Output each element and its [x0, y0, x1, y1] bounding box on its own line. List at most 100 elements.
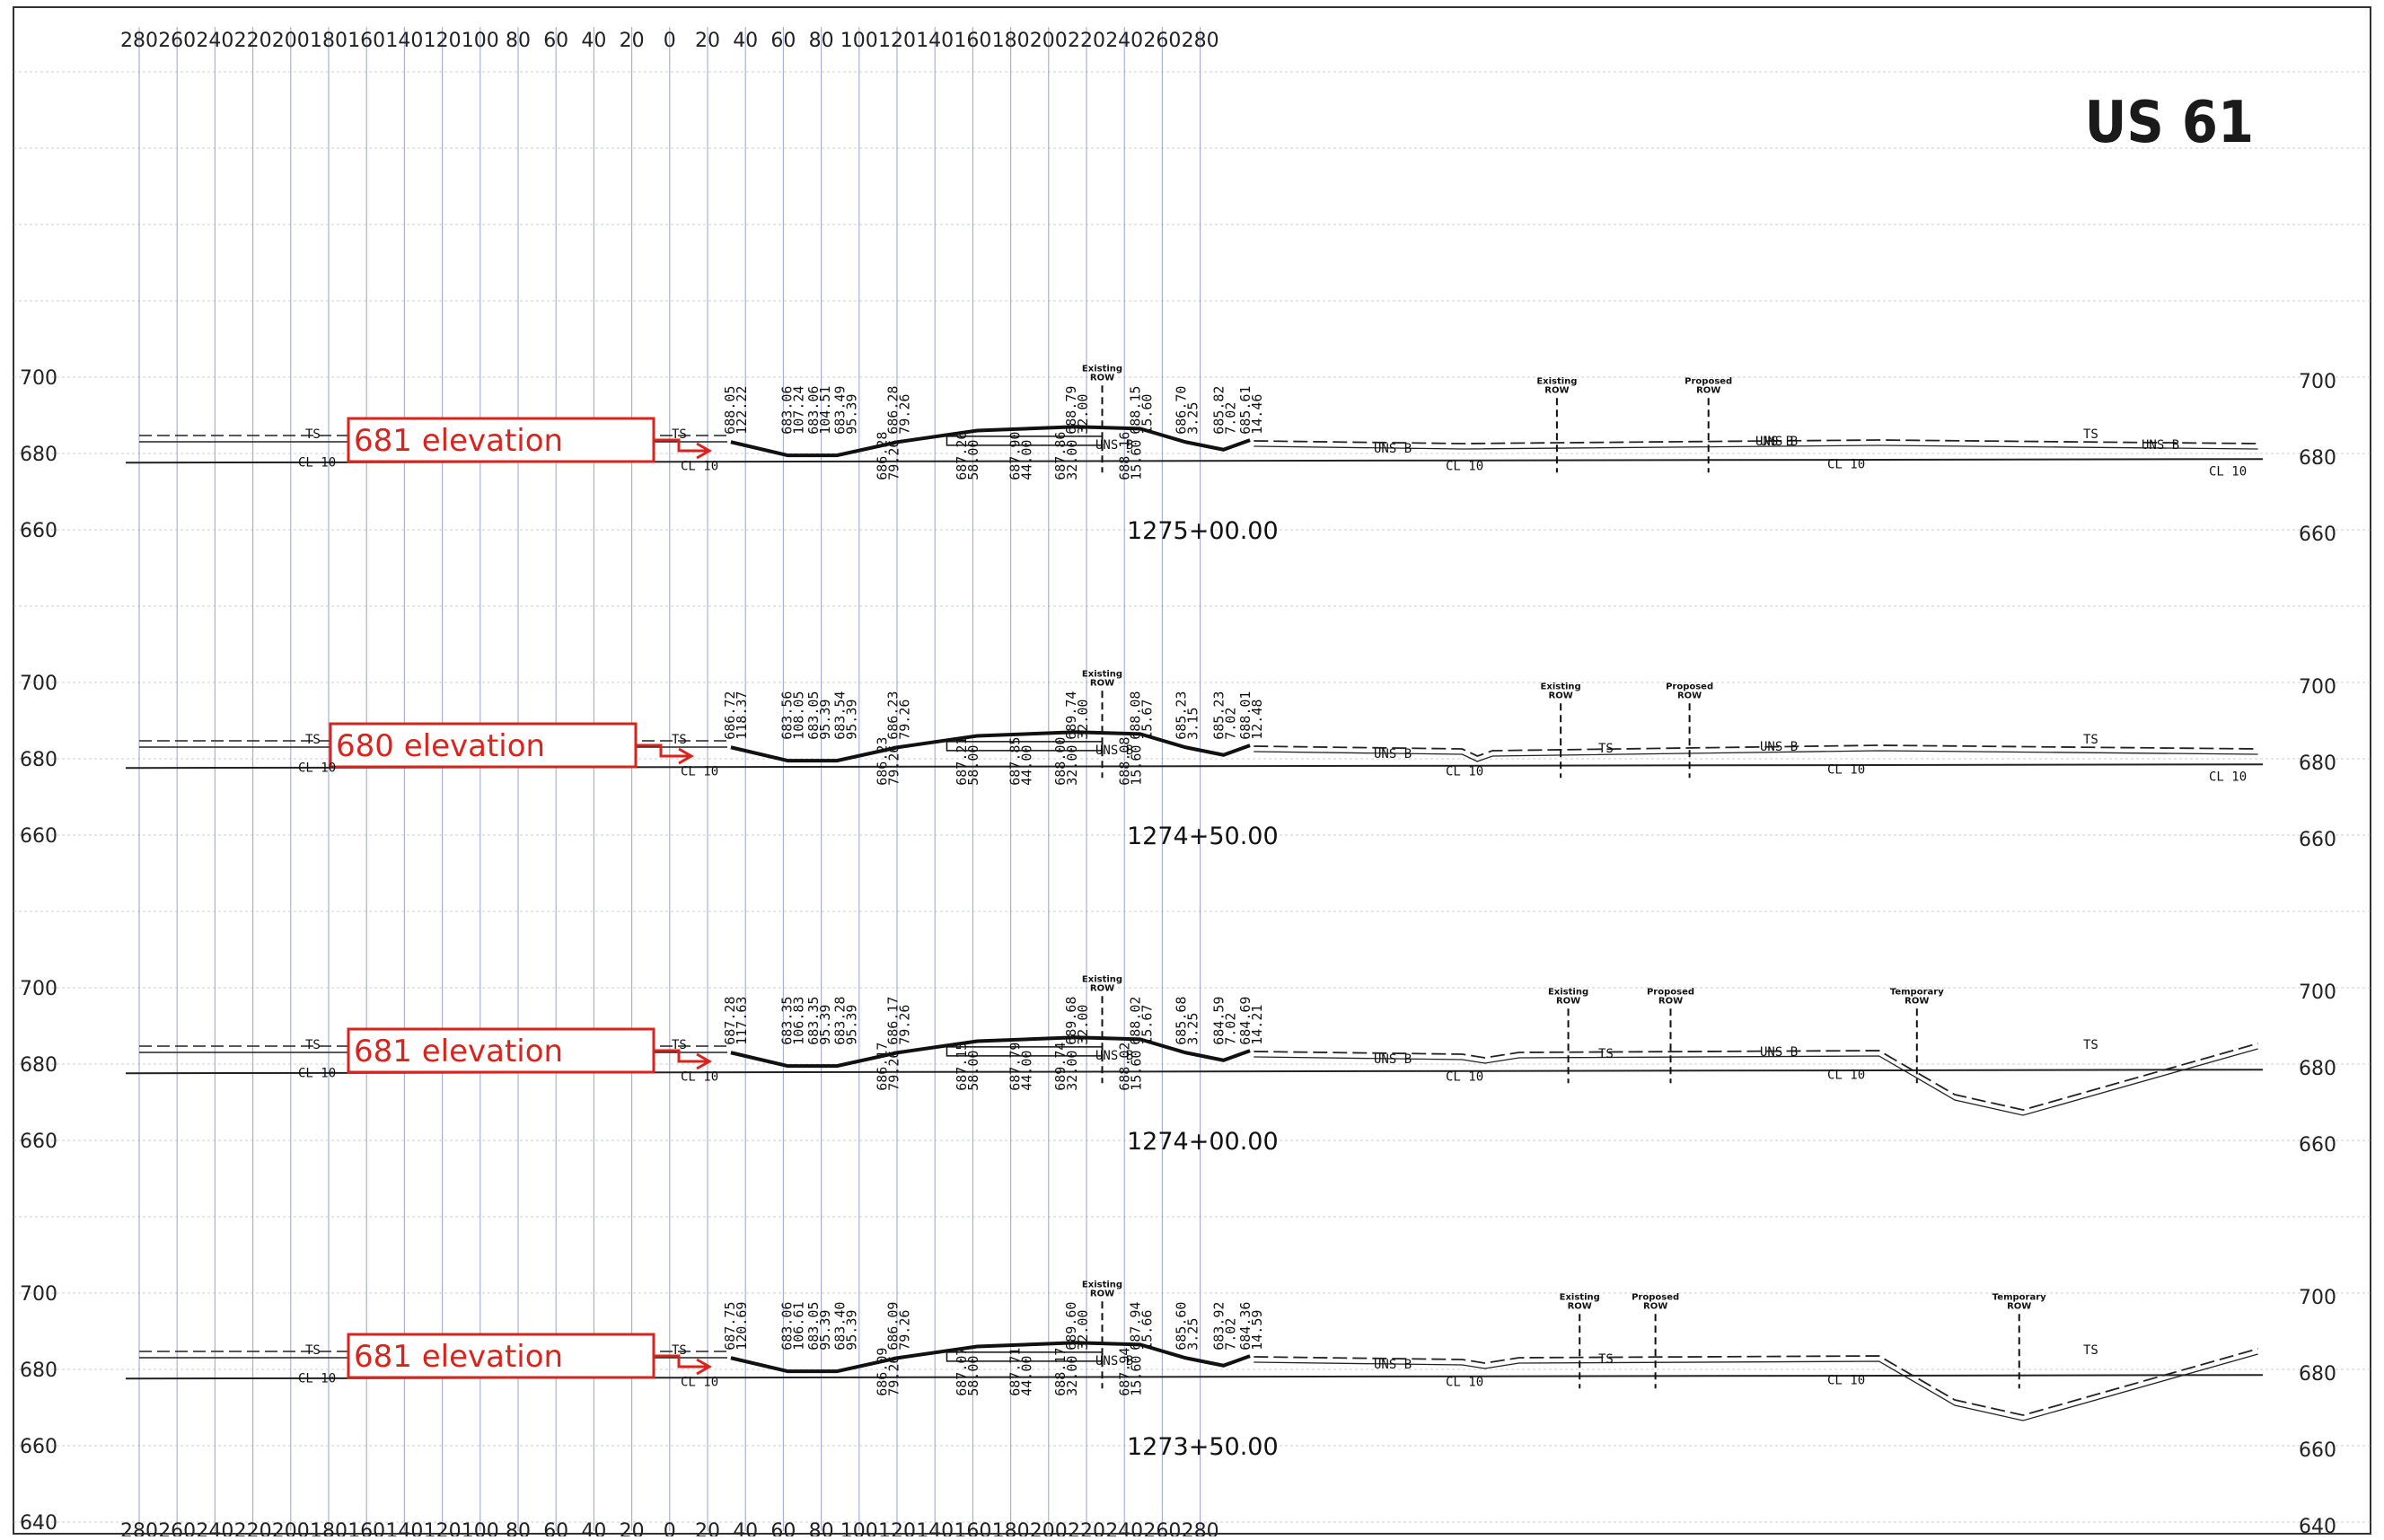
- stake-label-top: 687.75120.69: [722, 1302, 750, 1351]
- elevation-label-left: 700: [20, 1283, 57, 1306]
- elevation-callout-text: 680 elevation: [336, 728, 545, 764]
- line-tag: CL 10: [1827, 1068, 1865, 1082]
- callout-arrow: [636, 744, 690, 758]
- stake-label-top: 683.56108.05: [779, 691, 806, 740]
- stake-label-bottom: 687.2158.00: [954, 737, 981, 786]
- offset-label-top: 80: [506, 30, 531, 52]
- stake-label-bottom: 687.7944.00: [1007, 1043, 1034, 1091]
- elevation-label-left: 640: [20, 1512, 57, 1535]
- stake-label-bottom: 687.8632.00: [1052, 432, 1080, 480]
- existing-ground-line: [1254, 1048, 2258, 1116]
- row-marker-label: Existing: [1548, 987, 1588, 997]
- line-tag: UNS B: [1095, 744, 1133, 758]
- callout-arrowhead: [696, 1052, 713, 1070]
- elevation-callout: [347, 1027, 655, 1074]
- stake-label-top: 685.603.25: [1173, 1302, 1201, 1351]
- line-tag: TS: [1598, 1352, 1614, 1367]
- row-marker-label: Existing: [1082, 974, 1122, 984]
- row-marker-label: Proposed: [1647, 987, 1694, 997]
- line-tag: TS: [1598, 742, 1614, 756]
- line-tag: TS: [2083, 1038, 2098, 1052]
- stake-label-bottom: 687.8544.00: [1007, 737, 1034, 786]
- offset-label-bottom: 220: [1068, 1520, 1105, 1536]
- section-2: 700 700 680 680 660 660 1274+50.00 680 elevatio…: [20, 669, 2336, 851]
- offset-label-top: 60: [770, 30, 796, 52]
- elevation-label-left: 660: [20, 825, 57, 848]
- stake-label-top: 686.2379.26: [885, 691, 913, 740]
- stake-label-top: 686.1779.26: [885, 997, 913, 1045]
- stake-label-top: 686.2879.26: [885, 386, 913, 435]
- line-tag: TS: [672, 427, 687, 442]
- stake-label-top: 685.237.02: [1211, 691, 1239, 740]
- proposed-template: [730, 1035, 1251, 1069]
- offset-label-top: 220: [234, 30, 272, 52]
- elevation-label-right: 660: [2299, 1439, 2336, 1462]
- line-tag: CL 10: [1446, 764, 1483, 779]
- elevation-label-right: 700: [2299, 371, 2336, 393]
- offset-label-top: 40: [581, 30, 606, 52]
- pavement-box: [946, 1046, 1104, 1057]
- elevation-label-right: 680: [2299, 752, 2336, 775]
- stake-label-top: 683.4995.39: [832, 386, 860, 435]
- offset-label-top: 120: [424, 30, 462, 52]
- offset-label-top: 180: [992, 30, 1030, 52]
- offset-label-top: 40: [733, 30, 758, 52]
- station-label: 1274+00.00: [1127, 1128, 1279, 1156]
- callout-arrow: [654, 1049, 708, 1063]
- offset-label-bottom: 60: [543, 1520, 568, 1536]
- offset-label-bottom: 180: [992, 1520, 1030, 1536]
- offset-label-top: 260: [1143, 30, 1181, 52]
- line-tag: UNS B: [1760, 1045, 1798, 1060]
- offset-label-bottom: 140: [916, 1520, 954, 1536]
- line-tag: CL 10: [681, 1069, 718, 1084]
- line-tag: CL 10: [298, 1371, 336, 1386]
- stake-label-top: 684.6914.21: [1237, 997, 1265, 1045]
- stake-label-bottom: 688.0815.60: [1117, 737, 1145, 786]
- offset-label-top: 200: [272, 30, 310, 52]
- line-tag: CL 10: [298, 1066, 336, 1080]
- line-tag: CL 10: [1827, 457, 1865, 471]
- offset-label-top: 280: [120, 30, 158, 52]
- line-tag: CL 10: [681, 1375, 718, 1389]
- offset-label-top: 0: [664, 30, 676, 52]
- stake-label-bottom: 687.9044.00: [1007, 432, 1034, 480]
- offset-label-bottom: 160: [347, 1520, 385, 1536]
- elevation-label-left: 680: [20, 1054, 57, 1077]
- stake-label-bottom: 687.2658.00: [954, 432, 981, 480]
- elevation-callout-text: 681 elevation: [354, 1339, 563, 1375]
- offset-label-bottom: 140: [385, 1520, 423, 1536]
- stake-label-top: 688.1515.60: [1128, 386, 1156, 435]
- line-tag: CL 10: [1446, 1069, 1483, 1084]
- stake-label-top: 687.9415.66: [1128, 1302, 1156, 1351]
- offset-label-bottom: 240: [1105, 1520, 1143, 1536]
- offset-label-bottom: 100: [840, 1520, 878, 1536]
- offset-label-bottom: 200: [272, 1520, 310, 1536]
- proposed-template: [730, 1341, 1251, 1374]
- row-marker-label: Existing: [1082, 364, 1122, 374]
- line-tag: UNS B: [1760, 435, 1798, 449]
- callout-arrowhead: [696, 1358, 713, 1376]
- offset-label-bottom: 40: [733, 1520, 758, 1536]
- station-label: 1275+00.00: [1127, 517, 1279, 545]
- line-tag: TS: [1598, 1047, 1614, 1061]
- stake-label-top: 688.0815.67: [1128, 691, 1156, 740]
- row-marker-label: Proposed: [1666, 682, 1713, 691]
- stake-label-top: 685.6114.46: [1237, 386, 1265, 435]
- stake-label-bottom: 688.1615.60: [1117, 432, 1145, 480]
- sheet-title: US 61: [2085, 90, 2254, 156]
- offset-label-bottom: 120: [424, 1520, 462, 1536]
- elevation-label-right: 660: [2299, 829, 2336, 851]
- elevation-label-left: 680: [20, 444, 57, 466]
- stake-label-top: 685.233.15: [1173, 691, 1201, 740]
- row-marker-label: ROW: [1090, 983, 1114, 993]
- stake-label-bottom: 687.1558.00: [954, 1043, 981, 1091]
- row-marker-label: Existing: [1541, 682, 1581, 691]
- stake-label-bottom: 688.0215.60: [1117, 1043, 1145, 1091]
- line-tag: TS: [305, 1343, 321, 1358]
- row-marker-label: Existing: [1082, 669, 1122, 679]
- offset-label-bottom: 20: [620, 1520, 645, 1536]
- line-tag: UNS B: [1755, 435, 1793, 449]
- offset-label-top: 120: [878, 30, 916, 52]
- stake-label-top: 683.06106.61: [779, 1302, 806, 1351]
